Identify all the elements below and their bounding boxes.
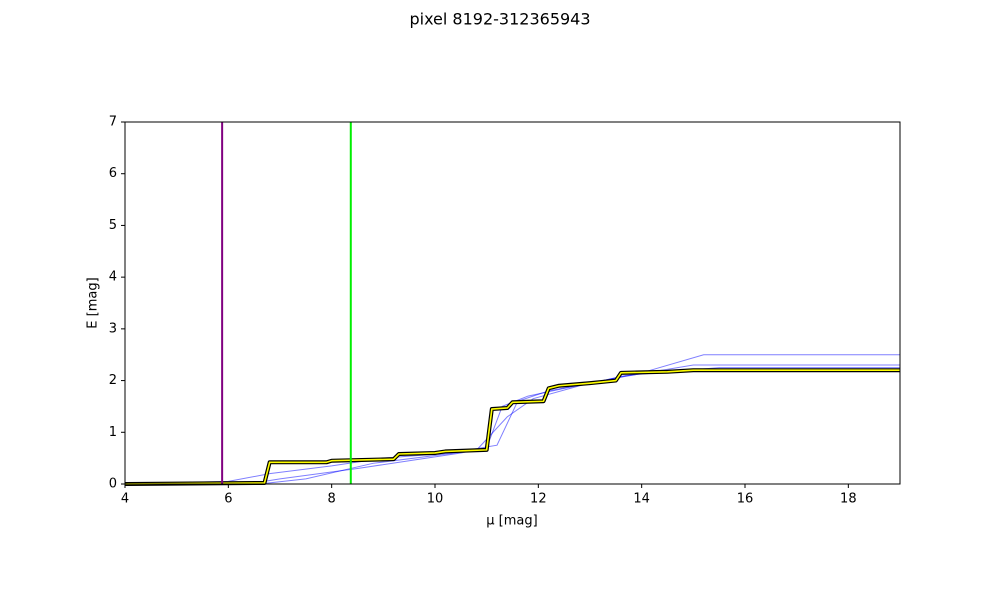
x-tick-label: 10 [427, 492, 444, 507]
line-outline [124, 368, 900, 486]
x-tick-label: 4 [121, 492, 129, 507]
x-axis-label: μ [mag] [486, 514, 537, 529]
y-tick-label: 1 [109, 425, 117, 440]
sample-line [125, 367, 900, 485]
plot-frame [124, 121, 901, 485]
sample-line [124, 364, 900, 485]
x-tick-label: 18 [840, 492, 857, 507]
x-tick-label: 8 [328, 492, 336, 507]
y-tick-label: 3 [109, 321, 117, 336]
x-tick-label: 12 [530, 492, 547, 507]
y-tick-label: 2 [109, 373, 117, 388]
best-fit-line [124, 369, 900, 485]
y-tick-label: 0 [109, 477, 117, 492]
chart-title: pixel 8192-312365943 [409, 10, 590, 29]
y-tick-label: 5 [109, 218, 117, 233]
y-axis-label: E [mag] [86, 277, 101, 328]
x-tick-label: 16 [737, 492, 754, 507]
x-tick-label: 14 [633, 492, 650, 507]
x-tick-label: 6 [224, 492, 232, 507]
y-tick-label: 6 [109, 166, 117, 181]
y-tick-label: 4 [109, 270, 117, 285]
sample-line [124, 354, 900, 485]
y-tick-label: 7 [109, 115, 117, 130]
